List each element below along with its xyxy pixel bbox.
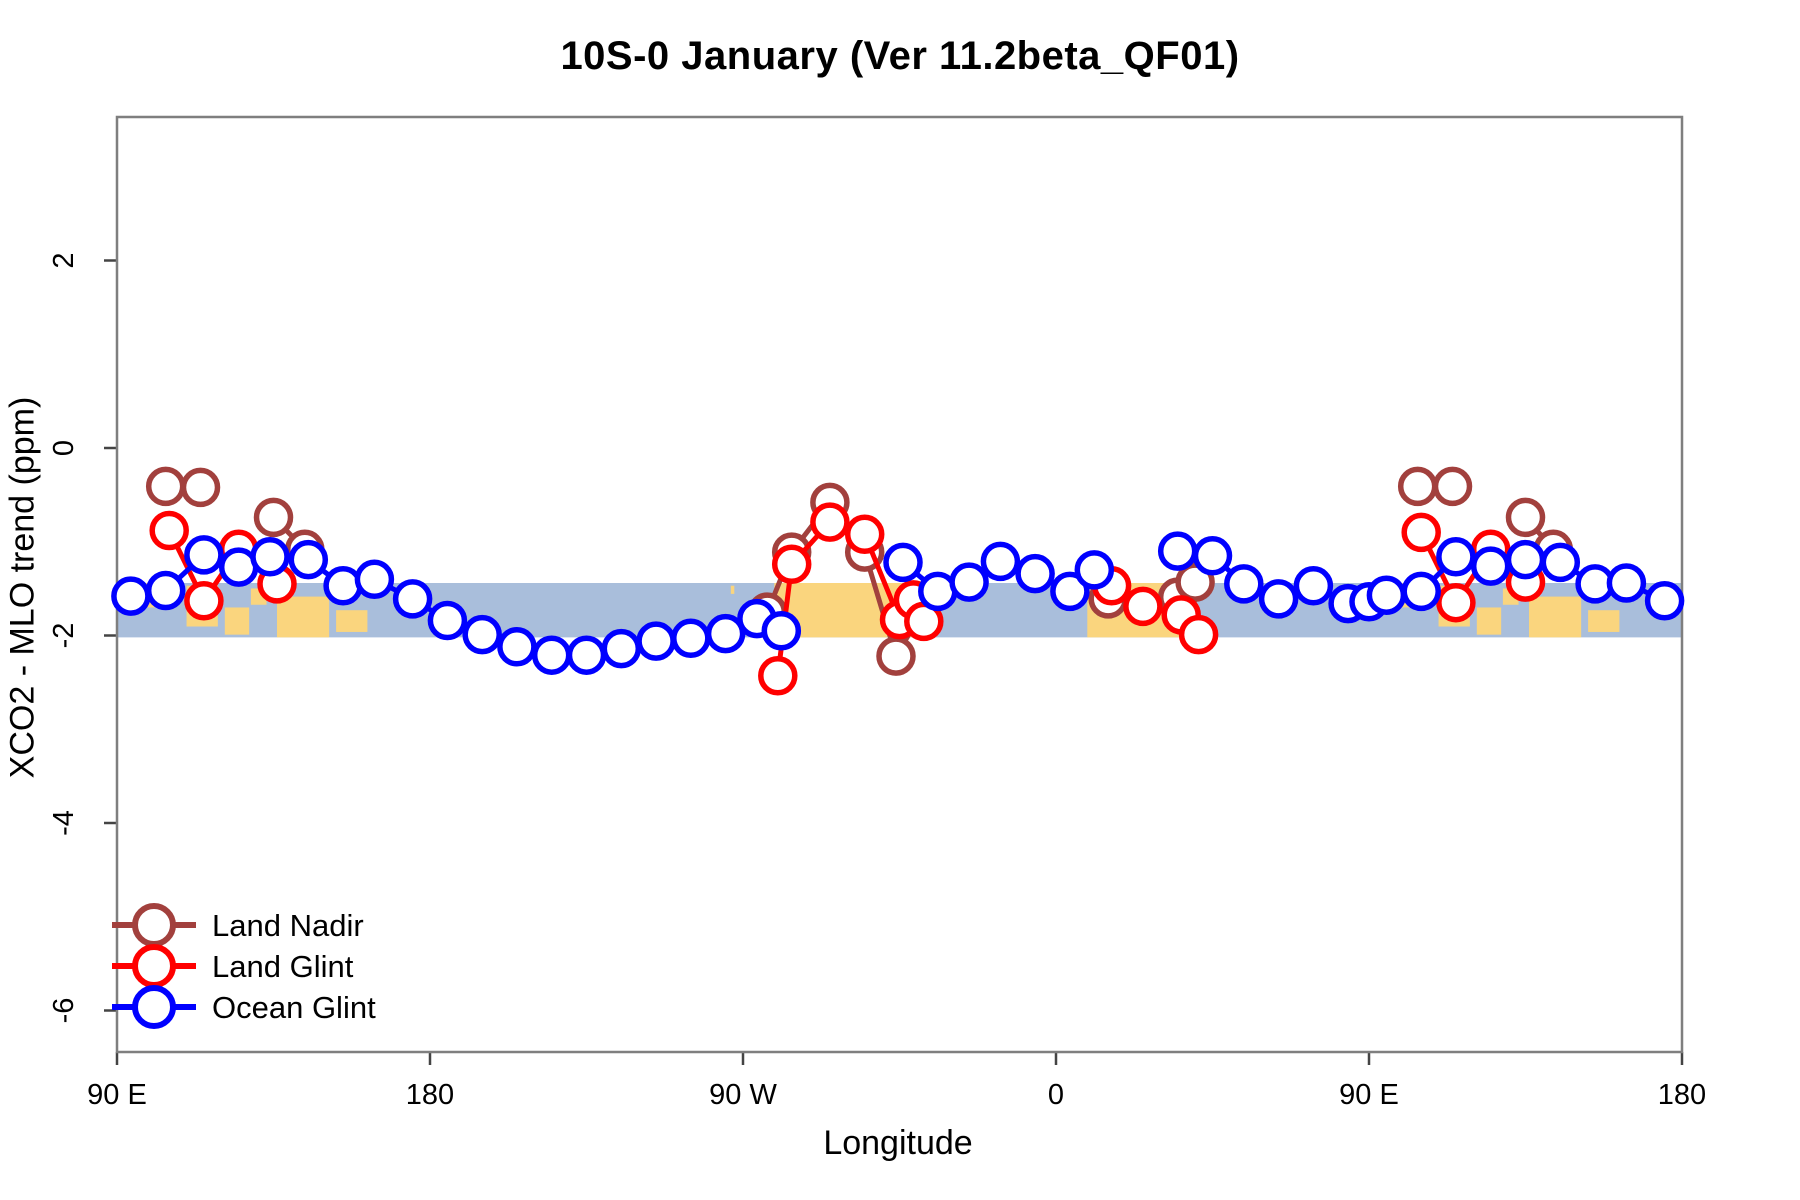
legend-marker-icon xyxy=(132,985,176,1029)
map-strip-land-patch xyxy=(224,607,250,635)
legend-marker-icon xyxy=(132,903,176,947)
data-point-open-circle xyxy=(392,579,433,619)
data-point-open-circle xyxy=(184,535,224,575)
data-point-open-circle xyxy=(111,576,151,616)
data-point-open-circle xyxy=(1178,614,1219,655)
axis-ticks xyxy=(104,259,1684,1065)
data-point-open-circle xyxy=(758,656,798,696)
data-point-open-circle xyxy=(636,621,676,661)
data-point-open-circle xyxy=(566,635,607,675)
data-point-open-circle xyxy=(1401,571,1441,612)
y-tick-label: -4 xyxy=(48,810,80,836)
legend-item: Ocean Glint xyxy=(112,985,376,1029)
data-point-open-circle xyxy=(671,618,711,659)
y-tick-label: -6 xyxy=(48,998,80,1024)
x-tick-label: 90 E xyxy=(1339,1079,1399,1111)
data-point-open-circle xyxy=(1470,546,1511,586)
data-point-open-circle xyxy=(149,510,189,551)
legend: Land Nadir Land Glint Ocean Glint xyxy=(112,903,376,1029)
legend-marker-icon xyxy=(132,944,176,988)
data-point-open-circle xyxy=(145,466,186,507)
data-point-open-circle xyxy=(354,559,395,600)
data-point-open-circle xyxy=(1293,566,1334,606)
data-point-open-circle xyxy=(1540,542,1581,583)
data-point-open-circle xyxy=(462,614,502,655)
data-point-open-circle xyxy=(1432,466,1473,507)
data-point-open-circle xyxy=(980,541,1021,582)
data-point-open-circle xyxy=(1050,571,1090,612)
legend-item: Land Glint xyxy=(112,944,354,988)
data-point-open-circle xyxy=(427,600,468,641)
y-tick-label: 2 xyxy=(48,252,80,268)
data-point-open-circle xyxy=(1224,564,1264,604)
map-strip-land-patch xyxy=(1588,610,1620,632)
data-point-open-circle xyxy=(771,544,812,585)
x-tick-label: 180 xyxy=(1658,1079,1706,1111)
data-point-open-circle xyxy=(810,502,850,542)
legend-item: Land Nadir xyxy=(112,903,364,947)
x-tick-label: 0 xyxy=(1048,1079,1064,1111)
data-point-open-circle xyxy=(1436,582,1476,623)
x-tick-label: 180 xyxy=(406,1079,454,1111)
data-point-open-circle xyxy=(761,611,802,651)
data-point-open-circle xyxy=(184,581,224,621)
data-point-open-circle xyxy=(1258,579,1299,619)
data-point-open-circle xyxy=(1606,563,1647,603)
data-point-open-circle xyxy=(1015,553,1055,594)
x-tick-label: 90 E xyxy=(87,1079,147,1111)
data-point-open-circle xyxy=(531,635,572,675)
data-point-open-circle xyxy=(1366,575,1407,615)
legend-label: Ocean Glint xyxy=(212,990,376,1025)
data-point-open-circle xyxy=(844,514,885,555)
data-point-open-circle xyxy=(705,613,746,654)
y-tick-label: -2 xyxy=(48,623,80,649)
data-point-open-circle xyxy=(1123,586,1163,627)
data-point-open-circle xyxy=(949,562,989,602)
data-point-open-circle xyxy=(323,566,363,606)
data-point-open-circle xyxy=(145,570,186,611)
legend-label: Land Glint xyxy=(212,949,354,984)
data-point-open-circle xyxy=(601,628,642,669)
map-strip-land-patch xyxy=(276,596,330,638)
data-point-open-circle xyxy=(180,467,221,508)
data-point-open-circle xyxy=(1074,550,1115,590)
map-strip-land-patch xyxy=(1476,607,1502,635)
data-point-open-circle xyxy=(250,537,290,577)
data-point-open-circle xyxy=(1644,581,1685,621)
data-point-open-circle xyxy=(288,539,329,580)
axis-tick-labels: 90 E 180 90 W 0 90 E 180 2 0 -2 -4 -6 xyxy=(48,252,1706,1111)
series-ocean-glint xyxy=(111,531,1685,675)
data-point-open-circle xyxy=(1192,536,1233,576)
x-tick-label: 90 W xyxy=(709,1079,777,1111)
data-point-open-circle xyxy=(1505,539,1546,580)
data-point-open-circle xyxy=(1157,531,1198,571)
legend-label: Land Nadir xyxy=(212,908,364,943)
data-point-open-circle xyxy=(1505,497,1546,538)
chart-title: 10S-0 January (Ver 11.2beta_QF01) xyxy=(560,34,1240,78)
map-strip-land-patch xyxy=(1528,596,1582,638)
data-point-open-circle xyxy=(1401,512,1441,553)
data-point-open-circle xyxy=(497,627,537,667)
data-point-open-circle xyxy=(253,497,294,538)
data-point-open-circle xyxy=(883,542,923,583)
map-strip-land-patch xyxy=(730,585,735,594)
map-strip-land-patch xyxy=(336,610,368,632)
data-point-open-circle xyxy=(1436,537,1476,577)
data-point-open-circle xyxy=(876,636,916,676)
data-point-open-circle xyxy=(1397,466,1438,507)
y-tick-label: 0 xyxy=(48,440,80,456)
x-axis-title: Longitude xyxy=(823,1124,973,1162)
